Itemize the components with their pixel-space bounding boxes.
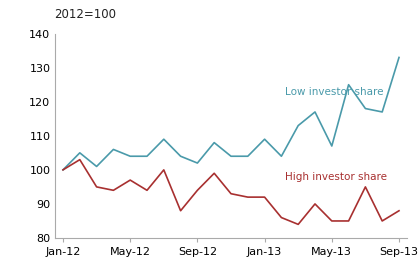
- Text: 2012=100: 2012=100: [55, 8, 117, 21]
- Text: Low investor share: Low investor share: [285, 87, 383, 97]
- Text: High investor share: High investor share: [285, 172, 387, 182]
